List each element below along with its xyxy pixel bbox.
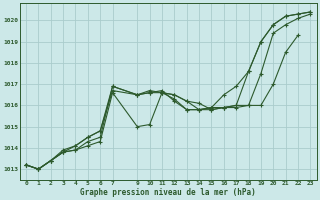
- X-axis label: Graphe pression niveau de la mer (hPa): Graphe pression niveau de la mer (hPa): [80, 188, 256, 197]
